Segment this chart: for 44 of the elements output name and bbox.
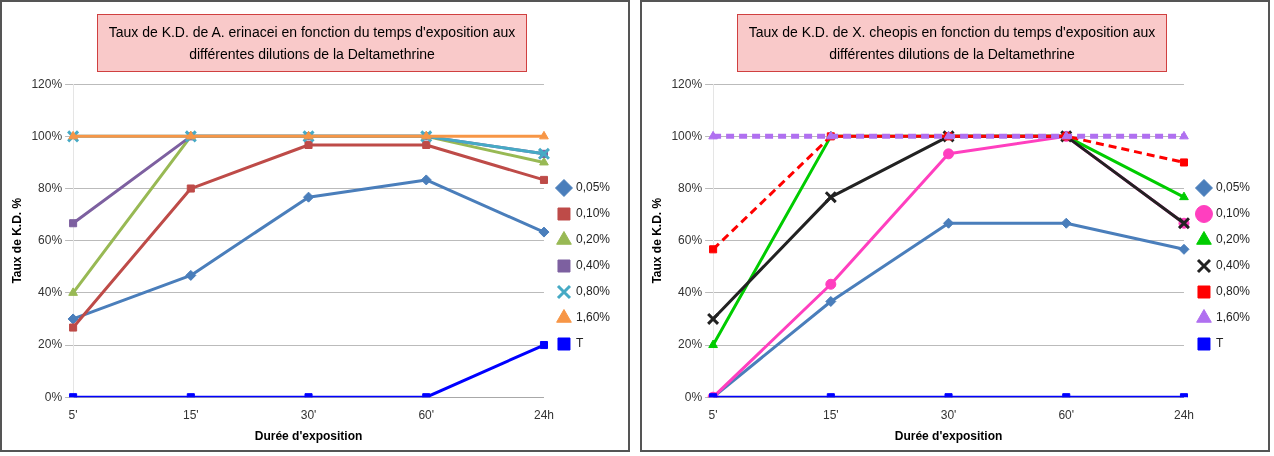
legend-label: 0,80%	[1215, 284, 1251, 299]
y-axis-title: Taux de K.D. %	[649, 197, 664, 284]
legend-label: 0,20%	[1215, 232, 1251, 247]
x-axis-title: Durée d'exposition	[894, 429, 1003, 444]
chart-title: Taux de K.D. de A. erinacei en fonction du temps d'exposition aux différentes dilutions de la Deltamethrine	[97, 14, 527, 72]
legend-label: 0,05%	[575, 180, 611, 195]
x-tick-label: 15'	[822, 407, 839, 422]
x-tick-label: 24h	[533, 407, 554, 422]
x-tick-label: 5'	[708, 407, 718, 422]
x-tick-label: 24h	[1173, 407, 1194, 422]
y-tick-label: 100%	[671, 128, 703, 143]
legend-label: T	[575, 336, 584, 351]
legend-label: 0,40%	[1215, 258, 1251, 273]
chart-title: Taux de K.D. de X. cheopis en fonction du temps d'exposition aux différentes dilutions de la Deltamethrine	[737, 14, 1167, 72]
x-tick-label: 5'	[68, 407, 78, 422]
legend-label: 1,60%	[575, 310, 611, 325]
legend-label: 0,20%	[575, 232, 611, 247]
y-tick-label: 60%	[678, 233, 703, 248]
x-tick-label: 30'	[300, 407, 317, 422]
y-tick-label: 120%	[31, 76, 63, 91]
x-axis-title: Durée d'exposition	[254, 429, 363, 444]
x-tick-label: 60'	[418, 407, 435, 422]
y-tick-label: 60%	[38, 233, 63, 248]
y-tick-label: 20%	[678, 337, 703, 352]
y-tick-label: 80%	[678, 180, 703, 195]
y-tick-label: 100%	[31, 128, 63, 143]
legend-label: 0,05%	[1215, 180, 1251, 195]
x-tick-label: 60'	[1058, 407, 1075, 422]
x-tick-label: 15'	[182, 407, 199, 422]
y-tick-label: 40%	[38, 285, 63, 300]
legend-label: 1,60%	[1215, 310, 1251, 325]
y-tick-label: 120%	[671, 76, 703, 91]
y-axis-title: Taux de K.D. %	[9, 197, 24, 284]
legend-label: 0,40%	[575, 258, 611, 273]
y-tick-label: 0%	[684, 389, 703, 404]
y-tick-label: 80%	[38, 180, 63, 195]
y-tick-label: 0%	[44, 389, 63, 404]
legend-label: 0,10%	[1215, 206, 1251, 221]
legend-label: T	[1215, 336, 1224, 351]
y-tick-label: 20%	[38, 337, 63, 352]
x-tick-label: 30'	[940, 407, 957, 422]
y-tick-label: 40%	[678, 285, 703, 300]
legend-label: 0,80%	[575, 284, 611, 299]
legend-label: 0,10%	[575, 206, 611, 221]
